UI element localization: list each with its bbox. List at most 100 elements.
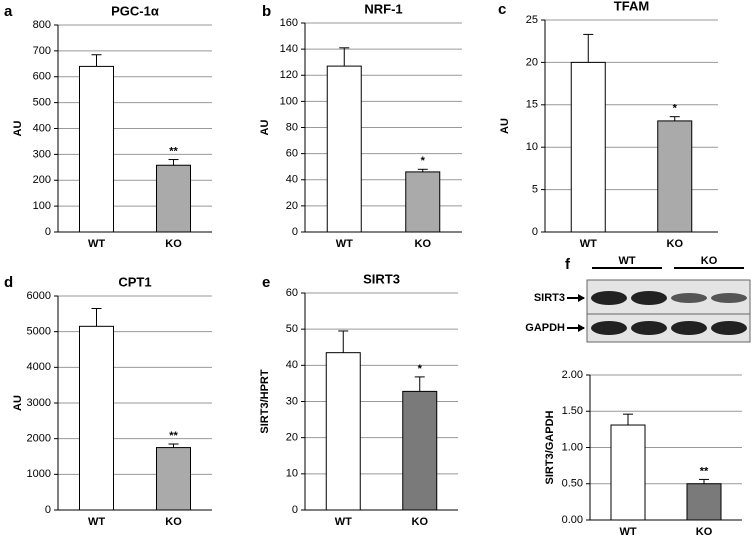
x-tick-label: KO [165,238,182,250]
x-tick-label: WT [88,238,105,250]
y-axis-label: SIRT3/HPRT [259,369,271,433]
blot-band [631,321,667,335]
y-tick-label: 160 [280,17,298,29]
significance: * [673,103,678,115]
blot-band [711,293,747,303]
y-axis-label: AU [259,120,271,136]
y-tick-label: 4000 [27,361,51,373]
chart-title: NRF-1 [364,1,402,16]
panel-letter: f [565,256,571,273]
blot-row-label: GAPDH [525,322,565,334]
blot-band [711,321,747,335]
y-tick-label: 40 [286,359,298,371]
y-tick-label: 25 [526,14,538,26]
bar [657,120,693,233]
y-tick-label: 60 [286,148,298,160]
y-tick-label: 3000 [27,397,51,409]
y-tick-label: 15 [526,99,538,111]
y-tick-label: 600 [33,71,51,83]
panel-letter: e [262,274,270,291]
y-tick-label: 2.00 [562,369,583,381]
significance: * [421,155,426,167]
y-tick-label: 0 [292,504,298,516]
y-tick-label: 120 [280,69,298,81]
y-tick-label: 1000 [27,468,51,480]
y-tick-label: 300 [33,148,51,160]
blot-band [671,321,707,335]
y-axis-label: AU [12,395,24,411]
y-tick-label: 5000 [27,326,51,338]
significance: ** [700,465,709,477]
y-tick-label: 400 [33,122,51,134]
blot-arrowhead [578,294,585,302]
chart-title: PGC-1α [111,3,159,18]
y-axis-label: AU [12,121,24,137]
y-tick-label: 10 [286,468,298,480]
x-tick-label: KO [667,238,684,250]
bar [405,171,441,233]
chart-title: SIRT3 [363,271,400,286]
bar [570,61,606,233]
blot-row-label: SIRT3 [534,292,565,304]
x-tick-label: WT [335,516,352,528]
y-tick-label: 10 [526,141,538,153]
y-tick-label: 20 [286,200,298,212]
x-tick-label: WT [619,526,636,537]
bar [79,65,114,233]
panel-letter: b [262,3,271,20]
y-tick-label: 6000 [27,290,51,302]
x-tick-label: WT [336,238,353,250]
blot-band [591,321,627,335]
y-tick-label: 40 [286,174,298,186]
y-tick-label: 700 [33,45,51,57]
significance: ** [169,430,178,442]
x-tick-label: KO [165,516,182,528]
bar [156,164,191,233]
y-tick-label: 60 [286,287,298,299]
y-tick-label: 100 [280,95,298,107]
bar [79,325,114,511]
y-tick-label: 0 [45,504,51,516]
bar [326,65,362,233]
y-tick-label: 20 [526,56,538,68]
y-tick-label: 1.50 [562,405,583,417]
y-axis-label: AU [499,118,511,134]
y-tick-label: 800 [33,19,51,31]
x-tick-label: KO [412,516,429,528]
y-tick-label: 5 [532,184,538,196]
blot-group-label: WT [618,255,635,267]
bar [325,352,361,511]
bar [156,447,191,511]
y-tick-label: 80 [286,121,298,133]
chart-title: CPT1 [118,274,151,289]
y-axis-label: SIRT3/GAPDH [544,410,556,484]
y-tick-label: 100 [33,200,51,212]
blot-band [631,291,667,305]
y-tick-label: 0 [292,226,298,238]
panel-letter: c [498,1,506,18]
x-tick-label: KO [415,238,432,250]
y-tick-label: 50 [286,323,298,335]
blot-group-label: KO [701,255,718,267]
y-tick-label: 0.50 [562,478,583,490]
y-tick-label: 30 [286,395,298,407]
y-tick-label: 20 [286,432,298,444]
chart-title: TFAM [614,0,649,13]
y-tick-label: 200 [33,174,51,186]
y-tick-label: 0.00 [562,514,583,526]
blot-band [591,291,627,305]
y-tick-label: 1.00 [562,441,583,453]
significance: ** [169,145,178,157]
y-tick-label: 2000 [27,433,51,445]
bar [402,390,438,511]
x-tick-label: WT [580,238,597,250]
bar [610,424,646,521]
x-tick-label: WT [88,516,105,528]
x-tick-label: KO [696,526,713,537]
y-tick-label: 140 [280,43,298,55]
y-tick-label: 0 [532,226,538,238]
significance: * [418,363,423,375]
blot-arrowhead [578,324,585,332]
